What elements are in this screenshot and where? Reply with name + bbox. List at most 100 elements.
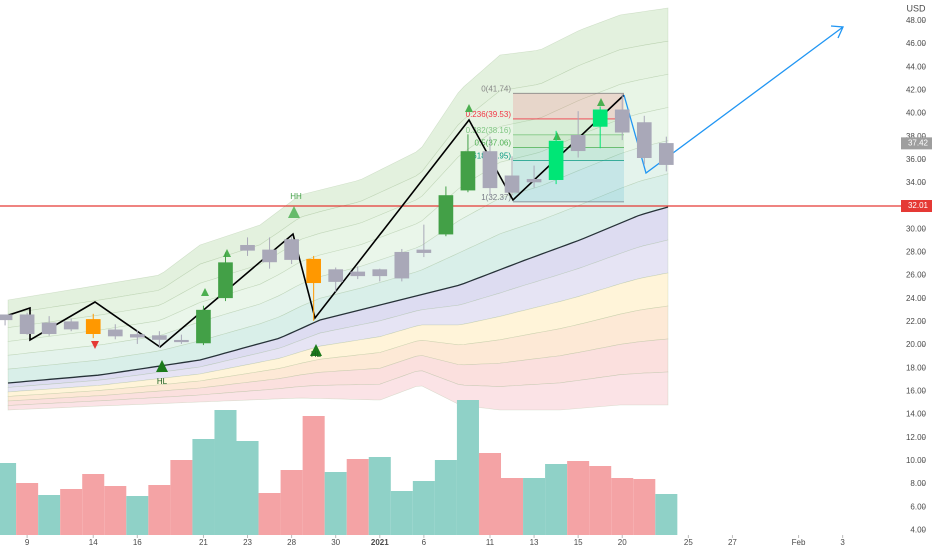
candle-body <box>262 249 277 263</box>
x-tick-label: Feb <box>792 538 806 547</box>
x-tick-label: 11 <box>486 538 495 547</box>
y-tick-label: 28.00 <box>906 248 927 257</box>
candle-body <box>174 339 189 343</box>
fib-zone <box>513 134 624 148</box>
volume-bar <box>346 459 369 535</box>
volume-bar <box>324 472 347 535</box>
projection <box>623 26 844 175</box>
volume-bar <box>368 457 391 535</box>
y-tick-label: 36.00 <box>906 155 927 164</box>
candle-body <box>328 269 344 282</box>
x-tick-label: 3 <box>840 538 845 547</box>
volume-bar <box>82 474 105 535</box>
candle-body <box>152 335 167 340</box>
x-tick-label: 25 <box>684 538 693 547</box>
ribbon-bands <box>7 7 669 411</box>
signal-marker <box>91 341 99 349</box>
x-tick-label: 28 <box>287 538 296 547</box>
candle-body <box>658 143 674 165</box>
volume-bar <box>192 439 215 535</box>
currency: USD <box>906 3 926 13</box>
x-tick-label: 20 <box>618 538 627 547</box>
x-tick-label: 15 <box>574 538 583 547</box>
price-line-tag-box <box>901 200 932 213</box>
y-tick-label: 24.00 <box>906 294 927 303</box>
volume-bar <box>148 485 171 535</box>
signal-marker <box>156 360 168 372</box>
y-tick-label: 40.00 <box>906 109 927 118</box>
volume-bar <box>523 478 546 535</box>
y-tick-label: 20.00 <box>906 340 927 349</box>
x-tick-label: 16 <box>133 538 142 547</box>
y-tick-label: 16.00 <box>906 387 927 396</box>
hl-label: HL <box>311 350 322 359</box>
fib-label: 0.382(38.16) <box>466 126 512 135</box>
volume-bar <box>104 486 127 535</box>
signal-marker <box>201 288 209 296</box>
candle-body <box>548 140 564 180</box>
candle-body <box>107 329 123 337</box>
y-tick-label: 6.00 <box>910 502 926 511</box>
volume-layer <box>0 400 678 535</box>
volume-bar <box>655 494 678 535</box>
y-tick-label: 12.00 <box>906 433 927 442</box>
volume-bar <box>302 416 325 535</box>
candle-body <box>240 244 255 251</box>
volume-bar <box>456 400 479 535</box>
candle-body <box>19 314 35 335</box>
candle-body <box>438 195 454 235</box>
signal-marker <box>553 132 561 140</box>
y-tick-label: 10.00 <box>906 456 927 465</box>
volume-bar <box>390 491 413 535</box>
arrow-head <box>830 25 844 39</box>
candle-body <box>129 334 145 338</box>
candle-body <box>416 249 432 253</box>
volume-bar <box>611 478 634 535</box>
volume-bar <box>60 489 83 535</box>
fib-label: 1(32.37) <box>481 193 511 202</box>
signal-marker <box>310 344 322 356</box>
x-tick-label: 27 <box>728 538 737 547</box>
y-tick-label: 18.00 <box>906 363 927 372</box>
volume-bar <box>16 483 39 535</box>
volume-bar <box>126 496 149 535</box>
candle-body <box>350 271 366 277</box>
candle-body <box>0 314 13 321</box>
candle-body <box>63 321 79 330</box>
candle-body <box>526 178 542 183</box>
volume-bar <box>434 460 457 535</box>
x-tick-label: 13 <box>530 538 539 547</box>
candle-body <box>394 251 410 279</box>
y-tick-label: 46.00 <box>906 39 927 48</box>
volume-bar <box>258 493 281 535</box>
signal-marker <box>465 104 473 112</box>
candle-body <box>196 309 211 344</box>
y-tick-label: 8.00 <box>910 479 926 488</box>
signal-marker <box>288 206 300 218</box>
volume-bar <box>545 464 568 535</box>
y-tick-label: 14.00 <box>906 410 927 419</box>
y-tick-label: 4.00 <box>910 525 926 534</box>
candle-body <box>592 109 608 127</box>
volume-bar <box>38 495 61 535</box>
volume-bar <box>170 460 193 535</box>
candle-layer <box>0 93 674 348</box>
last-price-tag-box <box>901 137 932 150</box>
volume-bar <box>589 466 612 535</box>
volume-bar <box>412 481 435 535</box>
fib-zone <box>513 147 624 161</box>
candle-body <box>460 151 476 191</box>
hl-label: HL <box>157 377 168 386</box>
fib-label: 0.5(37.06) <box>475 139 512 148</box>
y-tick-label: 48.00 <box>906 16 927 25</box>
volume-bar <box>0 463 17 535</box>
price-line-tag: 32.01 <box>908 201 929 210</box>
x-tick-label: 21 <box>199 538 208 547</box>
candle-body <box>614 109 630 133</box>
x-tick-label: 6 <box>422 538 427 547</box>
candle-body <box>218 262 233 299</box>
candle-body <box>372 269 388 277</box>
signal-marker <box>597 98 605 106</box>
y-tick-label: 22.00 <box>906 317 927 326</box>
